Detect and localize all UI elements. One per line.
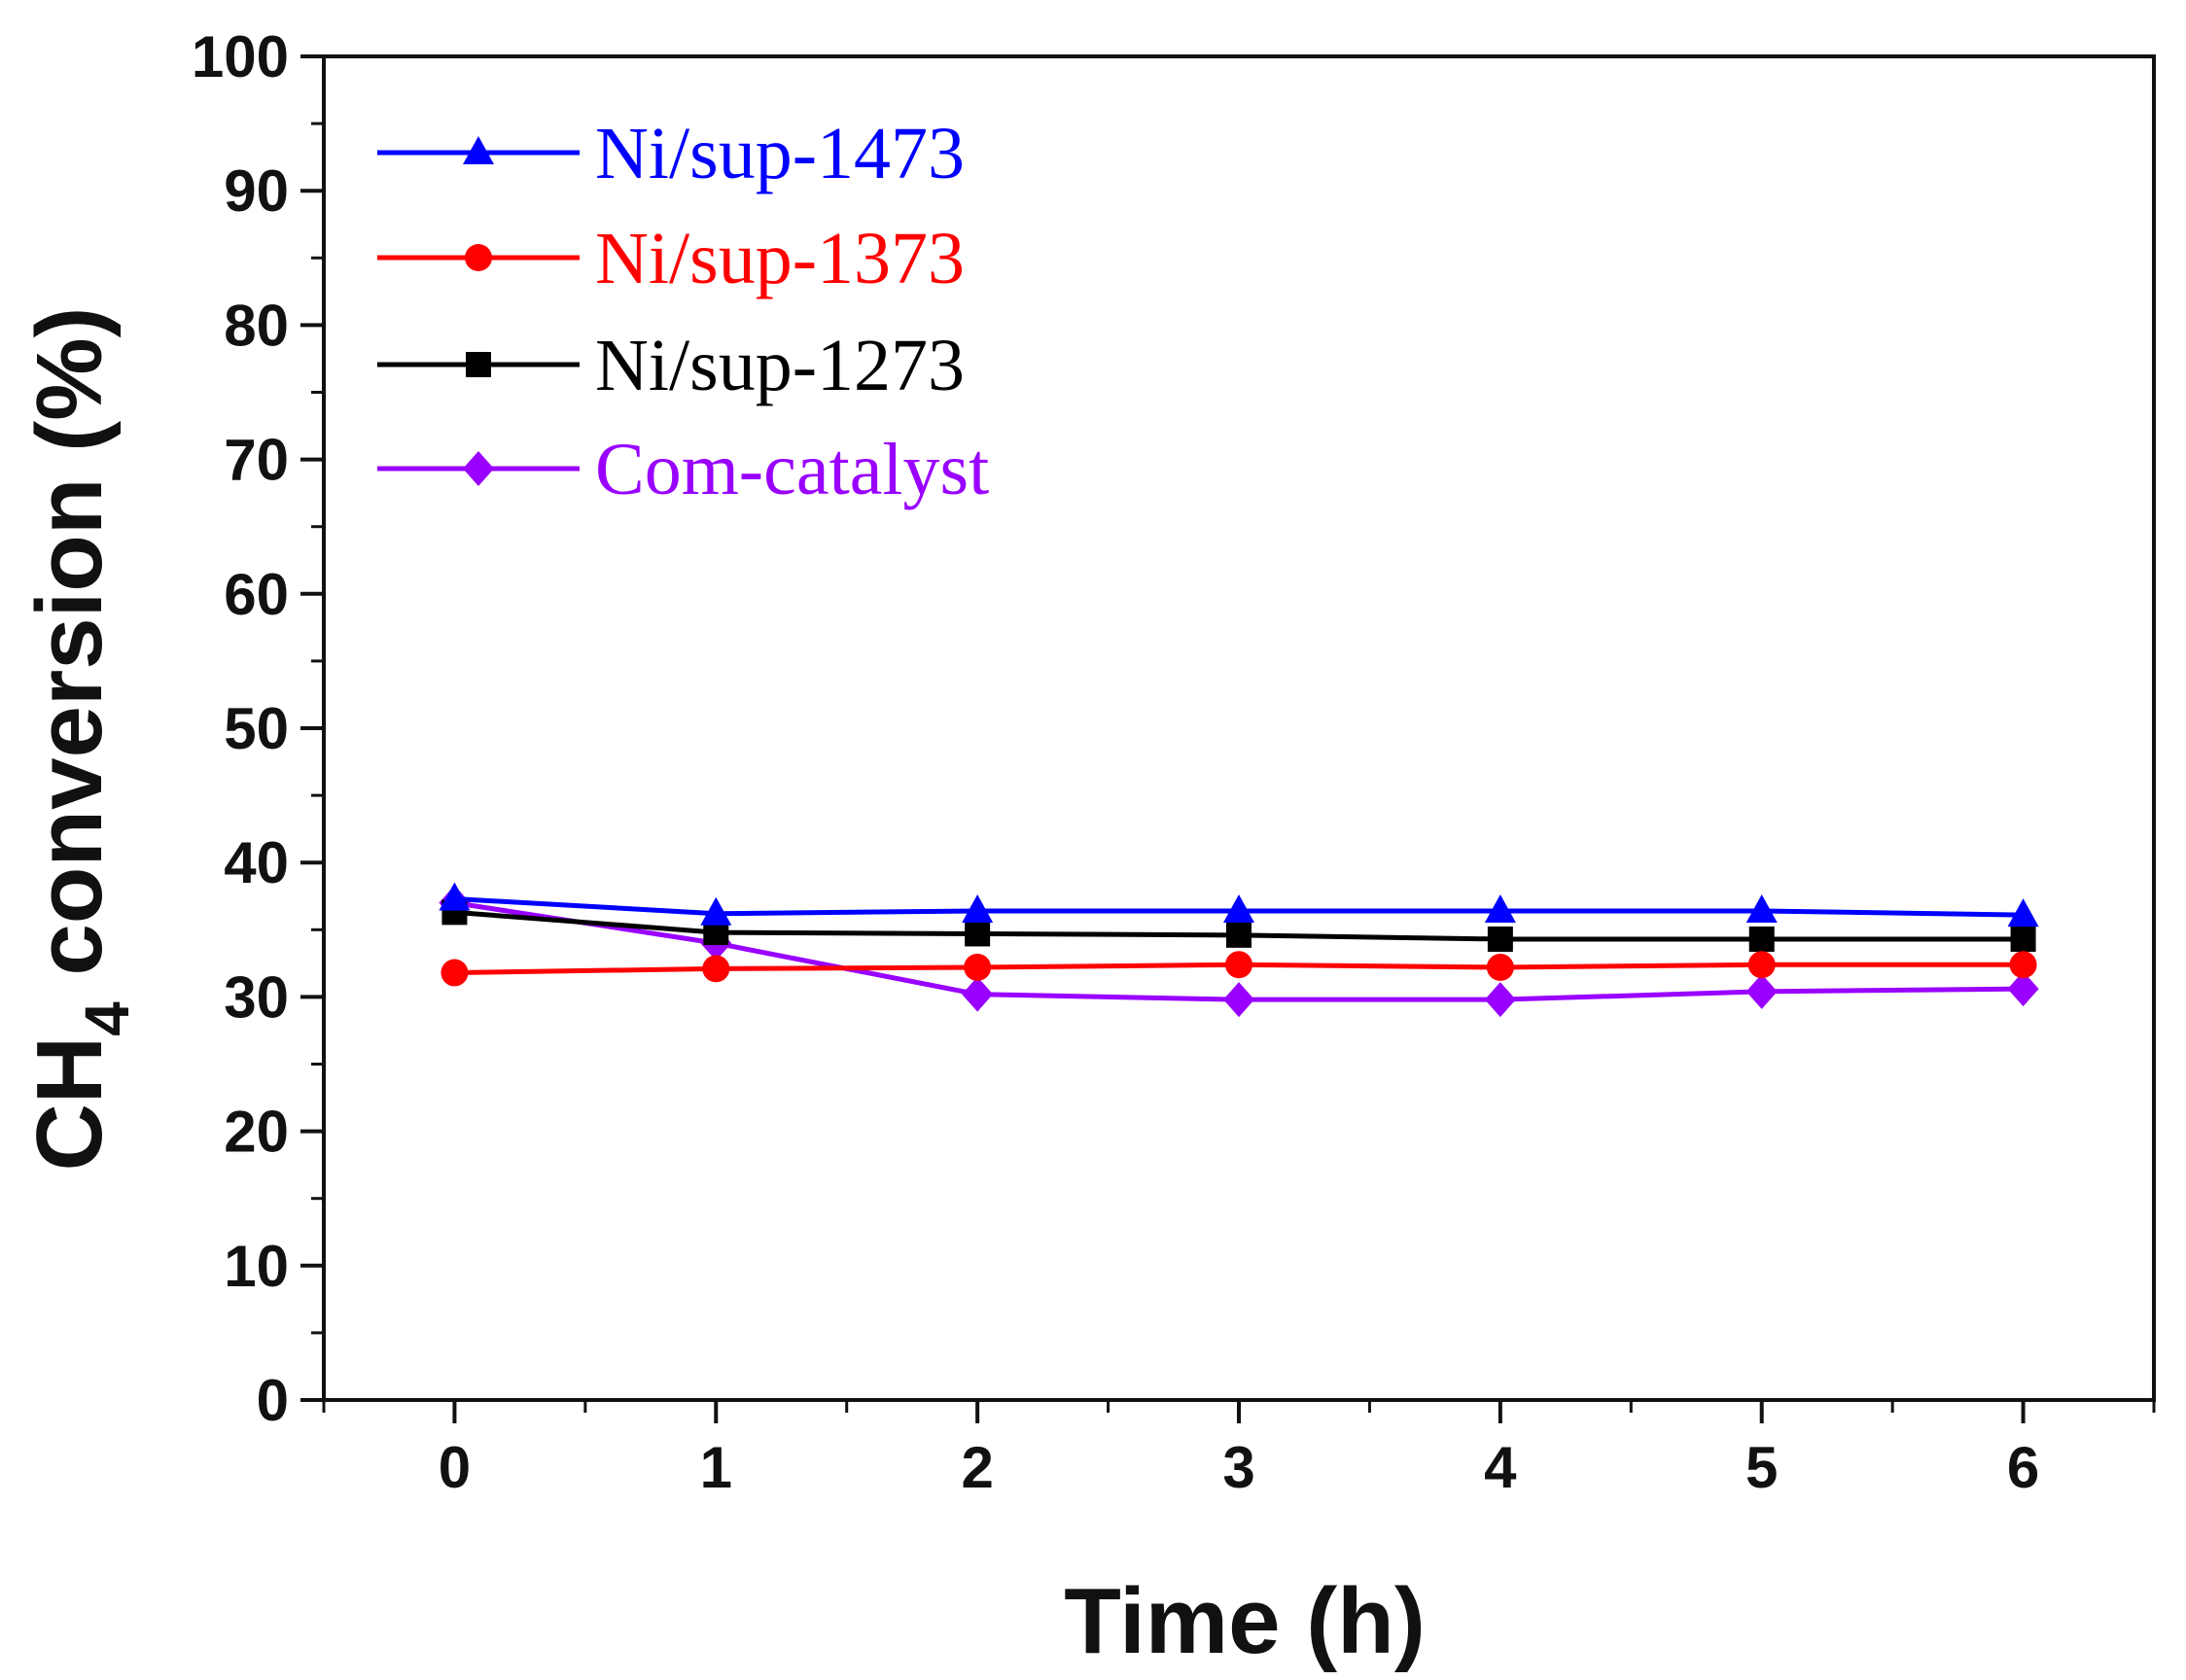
series-Ni/sup-1473 — [439, 882, 2039, 928]
data-point — [439, 882, 471, 911]
y-tick-label: 40 — [224, 830, 289, 895]
x-tick-label: 6 — [2007, 1435, 2039, 1500]
legend-item: Ni/sup-1473 — [377, 113, 965, 194]
y-tick-label: 30 — [224, 964, 289, 1030]
y-tick-label: 100 — [192, 24, 289, 89]
x-axis-title: Time (h) — [1064, 1569, 1426, 1673]
legend-item: Ni/sup-1273 — [377, 325, 965, 406]
data-point — [1487, 926, 1513, 952]
data-point — [962, 893, 994, 923]
data-point — [965, 921, 991, 947]
legend-label: Com-catalyst — [595, 429, 989, 510]
x-tick-label: 5 — [1745, 1435, 1778, 1500]
legend-marker — [465, 244, 492, 271]
data-point — [1484, 893, 1516, 923]
data-point — [1748, 926, 1775, 952]
data-point — [702, 955, 730, 983]
y-axis-title: CH4 conversion (%) — [18, 306, 142, 1171]
data-point — [2009, 951, 2037, 979]
x-tick-label: 1 — [700, 1435, 732, 1500]
x-tick-label: 3 — [1222, 1435, 1254, 1500]
x-tick-label: 4 — [1484, 1435, 1517, 1500]
y-tick-label: 0 — [257, 1368, 289, 1433]
data-point — [962, 976, 994, 1012]
data-point — [964, 953, 992, 981]
legend-marker — [466, 352, 491, 377]
legend-item: Ni/sup-1373 — [377, 218, 965, 299]
svg-text:CH4 conversion (%): CH4 conversion (%) — [18, 306, 142, 1171]
data-point — [1223, 982, 1254, 1018]
data-point — [700, 896, 732, 926]
data-point — [441, 959, 469, 987]
legend-label: Ni/sup-1273 — [595, 325, 965, 406]
legend-label: Ni/sup-1473 — [595, 113, 965, 194]
y-tick-label: 20 — [224, 1100, 289, 1165]
y-tick-label: 80 — [224, 293, 289, 358]
data-point — [1745, 893, 1778, 923]
y-tick-label: 70 — [224, 428, 289, 493]
legend-label: Ni/sup-1373 — [595, 218, 965, 299]
data-point — [2007, 971, 2039, 1007]
x-tick-label: 0 — [439, 1435, 471, 1500]
data-point — [1226, 922, 1252, 948]
data-point — [2007, 898, 2039, 928]
data-point — [1747, 951, 1776, 979]
y-tick-label: 10 — [224, 1234, 289, 1299]
series-Ni/sup-1373 — [441, 951, 2037, 987]
data-point — [1225, 951, 1252, 979]
y-tick-label: 60 — [224, 562, 289, 627]
data-point — [1223, 893, 1254, 923]
y-tick-label: 50 — [224, 696, 289, 761]
legend-marker — [463, 451, 494, 486]
data-point — [1484, 982, 1516, 1018]
y-tick-label: 90 — [224, 158, 289, 224]
legend-item: Com-catalyst — [377, 429, 989, 510]
data-point — [1486, 953, 1514, 981]
legend-marker — [463, 136, 494, 164]
legend: Ni/sup-1473 Ni/sup-1373 Ni/sup-1273 Com-cat… — [377, 113, 989, 510]
data-point — [2010, 926, 2036, 952]
data-point — [1745, 973, 1778, 1009]
x-tick-label: 2 — [961, 1435, 993, 1500]
